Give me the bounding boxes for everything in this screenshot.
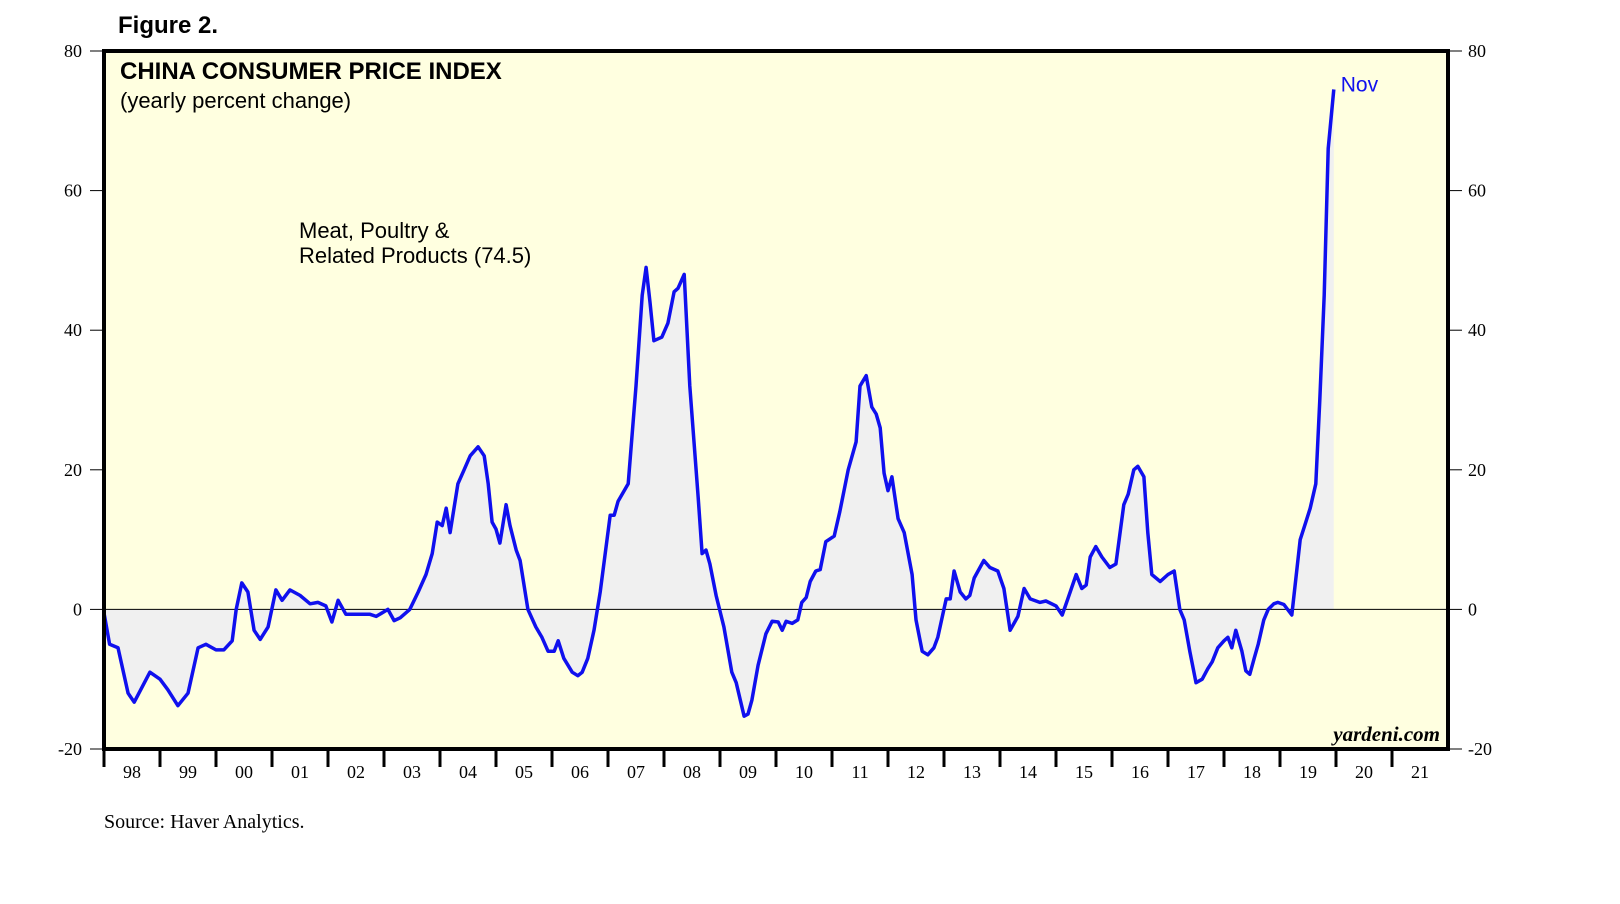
x-tick-label: 02 [347,762,365,782]
y2-tick-label: 40 [1468,320,1486,340]
x-tick-label: 17 [1187,762,1205,782]
x-tick-label: 04 [459,762,477,782]
x-tick-label: 13 [963,762,981,782]
plot-frame [102,49,1450,751]
x-tick-label: 15 [1075,762,1093,782]
x-tick-label: 07 [627,762,645,782]
y-tick-label: 0 [73,599,82,619]
x-tick-label: 19 [1299,762,1317,782]
annotation: Meat, Poultry & [299,218,450,243]
x-tick-label: 14 [1019,762,1037,782]
x-tick-label: 12 [907,762,925,782]
y-tick-label: 80 [64,41,82,61]
x-tick-label: 99 [179,762,197,782]
x-tick-label: 11 [851,762,868,782]
chart-title: CHINA CONSUMER PRICE INDEX [120,58,502,85]
figure-label: Figure 2. [118,12,218,39]
x-tick-label: 20 [1355,762,1373,782]
end-label: Nov [1341,73,1379,96]
chart-subtitle: (yearly percent change) [120,88,351,113]
x-tick-label: 08 [683,762,701,782]
y-tick-label: -20 [58,739,82,759]
area [104,89,1334,717]
y2-tick-label: 0 [1468,599,1477,619]
x-tick-label: 10 [795,762,813,782]
y2-tick-label: 80 [1468,41,1486,61]
y-tick-label: 20 [64,460,82,480]
x-tick-label: 98 [123,762,141,782]
y2-tick-label: 20 [1468,460,1486,480]
x-tick-label: 00 [235,762,253,782]
x-tick-label: 18 [1243,762,1261,782]
x-tick-label: 09 [739,762,757,782]
watermark: yardeni.com [1330,722,1440,746]
y2-tick-label: -20 [1468,739,1492,759]
y2-tick-label: 60 [1468,181,1486,201]
x-tick-label: 21 [1411,762,1429,782]
plot-area [90,49,1462,767]
x-tick-label: 03 [403,762,421,782]
annotation: Related Products (74.5) [299,243,531,268]
x-tick-label: 01 [291,762,309,782]
x-tick-label: 16 [1131,762,1149,782]
x-tick-label: 06 [571,762,589,782]
x-tick-label: 05 [515,762,533,782]
y-tick-label: 60 [64,181,82,201]
source-note: Source: Haver Analytics. [104,811,305,833]
y-tick-label: 40 [64,320,82,340]
line [102,89,1336,718]
